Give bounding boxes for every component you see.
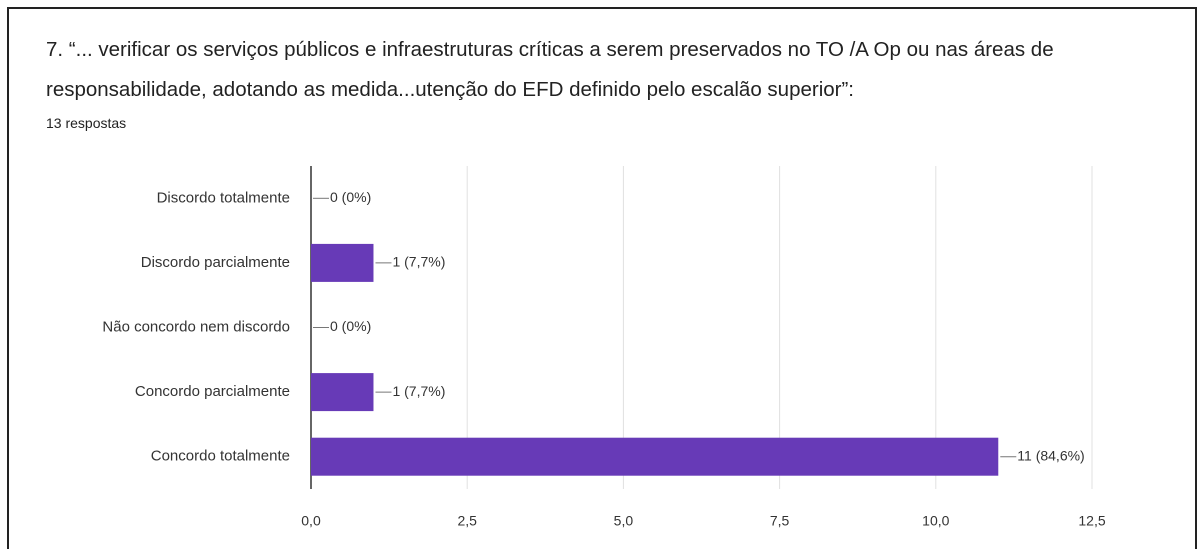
x-tick-label: 7,5: [770, 513, 790, 529]
bar: [311, 373, 374, 412]
y-tick-label: Concordo parcialmente: [135, 383, 290, 400]
x-tick-label: 10,0: [922, 513, 949, 529]
bar: [311, 243, 374, 282]
x-tick-label: 12,5: [1078, 513, 1105, 529]
value-label: 11 (84,6%): [1017, 447, 1084, 463]
x-tick-label: 0,0: [301, 513, 321, 529]
frame: [7, 7, 1197, 549]
page: 7. “... verificar os serviços públicos e…: [7, 7, 1197, 549]
value-label: 1 (7,7%): [392, 254, 445, 270]
chart-title: 7. “... verificar os serviços públicos e…: [46, 38, 1054, 101]
value-label: 0 (0%): [330, 318, 371, 334]
x-tick-label: 2,5: [457, 513, 477, 529]
y-tick-label: Discordo parcialmente: [141, 254, 290, 271]
chart: 0,0 2,5 5,0 7,5 10,0 12,5 Discordo totalmente 0…: [102, 166, 1106, 529]
value-label: 0 (0%): [330, 189, 371, 205]
bar: [311, 437, 999, 476]
y-tick-label: Discordo totalmente: [157, 189, 290, 206]
y-tick-label: Concordo totalmente: [151, 448, 290, 465]
chart-subtitle: 13 respostas: [46, 115, 127, 131]
value-label: 1 (7,7%): [392, 383, 445, 399]
x-tick-label: 5,0: [614, 513, 634, 529]
y-tick-label: Não concordo nem discordo: [102, 318, 290, 335]
